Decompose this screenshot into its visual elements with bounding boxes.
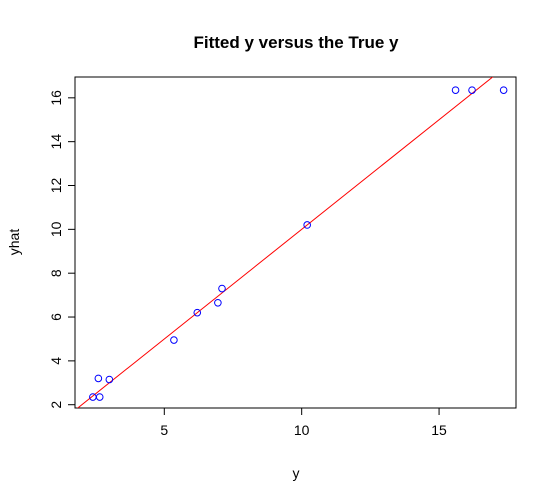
x-axis-label: y — [293, 465, 300, 481]
data-point — [89, 393, 97, 401]
reference-line-layer — [76, 77, 494, 408]
data-point — [95, 393, 104, 401]
x-tick-label: 15 — [431, 422, 447, 438]
y-tick-label: 6 — [48, 313, 64, 321]
y-tick-label: 8 — [48, 269, 64, 277]
y-tick-label: 2 — [48, 401, 64, 409]
x-tick-label: 5 — [160, 422, 168, 438]
data-point — [94, 374, 103, 383]
data-point — [170, 336, 178, 344]
y-tick-label: 16 — [48, 90, 64, 106]
x-tick-label: 10 — [294, 422, 310, 438]
y-axis-label: yhat — [6, 229, 22, 256]
y-tick-label: 12 — [48, 178, 64, 194]
x-axis: 5 10 15 — [160, 407, 447, 438]
data-point — [193, 308, 202, 317]
data-point — [499, 86, 508, 94]
data-point — [214, 298, 222, 307]
y-tick-label: 10 — [48, 221, 64, 237]
plot-frame — [74, 76, 517, 409]
y-tick-label: 14 — [48, 134, 64, 150]
data-point — [468, 86, 476, 94]
data-point — [451, 86, 460, 94]
points-layer — [89, 86, 508, 401]
data-point — [218, 284, 226, 293]
chart-title: Fitted y versus the True y — [193, 33, 399, 52]
fit-reference-line — [76, 77, 494, 408]
y-axis: 2 4 6 8 10 12 14 16 — [48, 90, 76, 409]
data-point — [105, 375, 114, 384]
data-point — [303, 221, 311, 229]
y-tick-label: 4 — [48, 357, 64, 365]
